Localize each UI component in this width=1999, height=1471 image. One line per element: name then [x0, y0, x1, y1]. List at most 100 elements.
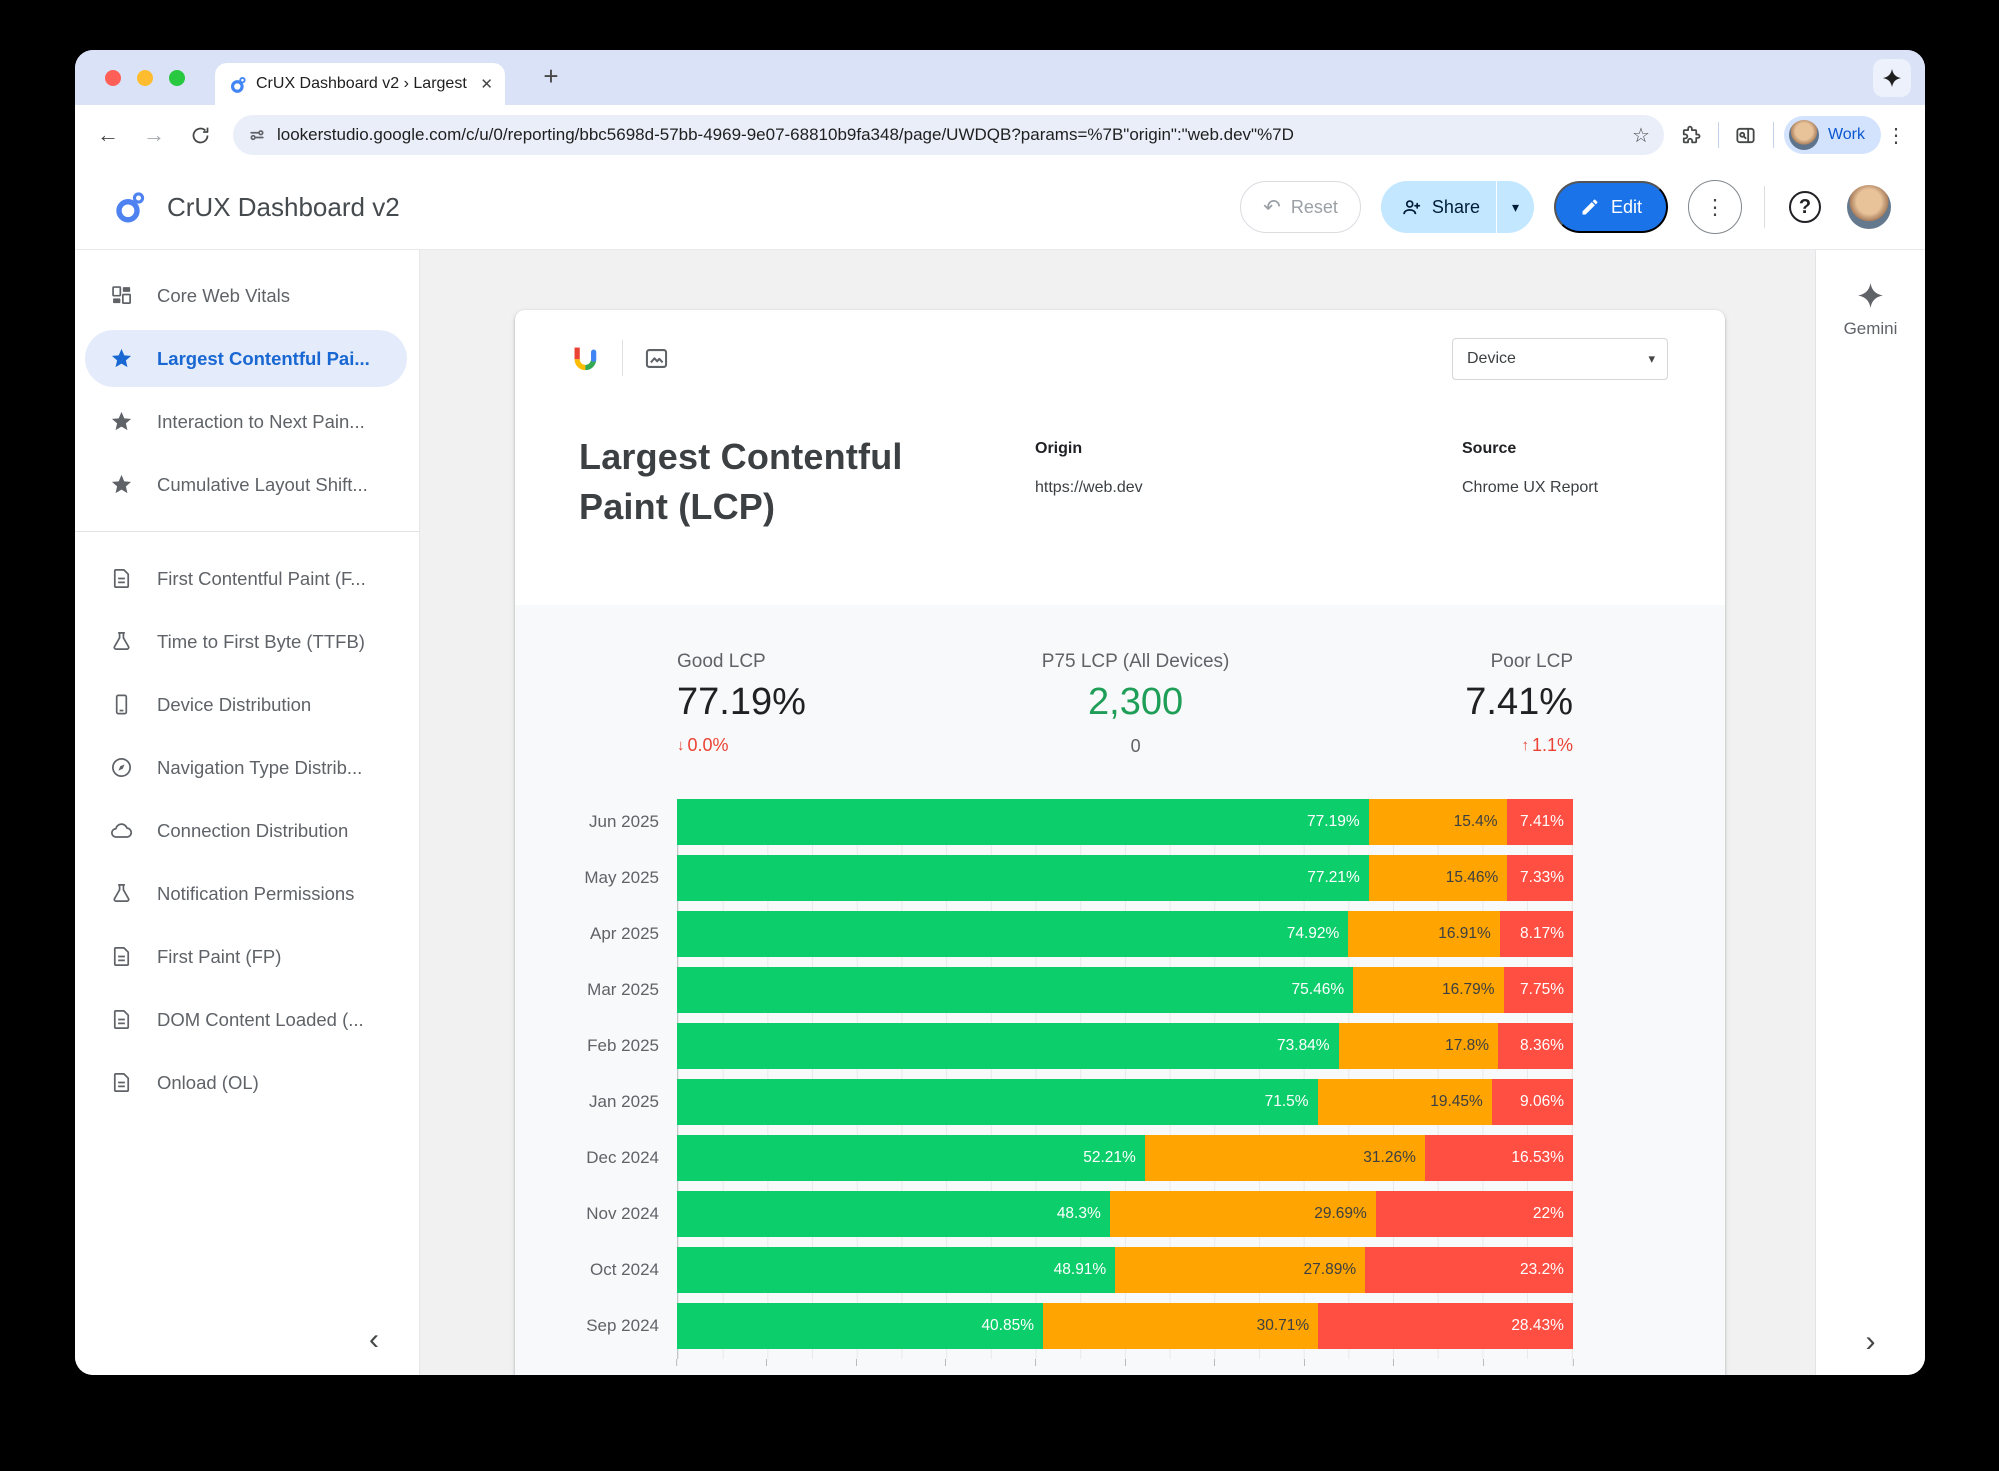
bar-segment-good[interactable]: 77.19%: [677, 799, 1369, 845]
maximize-window-button[interactable]: [169, 70, 185, 86]
bar-segment-needs-improvement[interactable]: 19.45%: [1317, 1079, 1492, 1125]
sidebar-item-label: Interaction to Next Pain...: [157, 410, 365, 432]
bar-segment-value: 77.19%: [1307, 813, 1360, 830]
forward-button[interactable]: →: [143, 122, 165, 147]
browser-menu-icon[interactable]: ⋮: [1886, 124, 1906, 147]
gemini-entry[interactable]: Gemini: [1816, 282, 1925, 339]
site-settings-icon[interactable]: [247, 125, 267, 145]
bar-segment-good[interactable]: 48.3%: [677, 1191, 1110, 1237]
bar-segment-value: 27.89%: [1303, 1261, 1357, 1278]
back-button[interactable]: ←: [97, 122, 119, 147]
sidebar-item-time-to-first-byte-ttfb[interactable]: Time to First Byte (TTFB): [75, 610, 419, 673]
reload-button[interactable]: [183, 118, 217, 152]
bar-segment-good[interactable]: 73.84%: [677, 1023, 1339, 1069]
bar-segment-poor[interactable]: 7.33%: [1507, 855, 1573, 901]
bar-segment-needs-improvement[interactable]: 27.89%: [1115, 1247, 1366, 1293]
bar-segment-poor[interactable]: 7.75%: [1503, 967, 1573, 1013]
stat-label: P75 LCP (All Devices): [1041, 651, 1230, 672]
edit-button[interactable]: Edit: [1553, 181, 1668, 233]
sidebar-item-core-web-vitals[interactable]: Core Web Vitals: [75, 264, 419, 327]
stat-value: 7.41%: [1465, 681, 1573, 723]
sidebar-item-first-paint-fp[interactable]: First Paint (FP): [75, 925, 419, 988]
minimize-window-button[interactable]: [137, 70, 153, 86]
tab-search-sparkle-icon[interactable]: [1873, 59, 1911, 97]
image-icon[interactable]: [643, 345, 670, 372]
bar-segment-needs-improvement[interactable]: 30.71%: [1043, 1303, 1319, 1349]
compass-icon: [112, 758, 131, 777]
bar-segment-value: 30.71%: [1256, 1317, 1310, 1334]
window-controls[interactable]: [105, 70, 185, 86]
side-panel-search-icon[interactable]: [1729, 118, 1763, 152]
bar-segment-good[interactable]: 75.46%: [677, 967, 1354, 1013]
sidebar-item-device-distribution[interactable]: Device Distribution: [75, 673, 419, 736]
bar-segment-good[interactable]: 40.85%: [677, 1303, 1044, 1349]
bar-segment-needs-improvement[interactable]: 29.69%: [1109, 1191, 1376, 1237]
bar-segment-needs-improvement[interactable]: 16.91%: [1348, 911, 1500, 957]
panel-expand-chevron-right-icon[interactable]: ›: [1865, 1325, 1876, 1358]
close-tab-icon[interactable]: ✕: [480, 76, 493, 93]
bar-segment-needs-improvement[interactable]: 31.26%: [1144, 1135, 1425, 1181]
bar-segment-good[interactable]: 74.92%: [677, 911, 1349, 957]
bar-segment-good[interactable]: 52.21%: [677, 1135, 1145, 1181]
bar-segment-poor[interactable]: 8.36%: [1498, 1023, 1573, 1069]
sidebar-item-cumulative-layout-shift[interactable]: Cumulative Layout Shift...: [75, 453, 419, 516]
bar-segment-poor[interactable]: 23.2%: [1365, 1247, 1573, 1293]
chart-category-label: Apr 2025: [590, 924, 659, 943]
sidebar-item-first-contentful-paint-f[interactable]: First Contentful Paint (F...: [75, 547, 419, 610]
share-button[interactable]: Share ▾: [1380, 181, 1534, 233]
bar-segment-value: 8.17%: [1520, 925, 1564, 942]
bar-segment-value: 16.53%: [1511, 1149, 1564, 1166]
sidebar-item-connection-distribution[interactable]: Connection Distribution: [75, 799, 419, 862]
lcp-stacked-bar-chart: Jun 2025 77.19% 15.4% 7.41% May 2025 77.21% 15…: [515, 799, 1725, 1375]
bar-segment-good[interactable]: 77.21%: [677, 855, 1369, 901]
sidebar-collapse-chevron-left-icon[interactable]: ‹: [369, 1323, 379, 1356]
reset-button[interactable]: ↶ Reset: [1240, 181, 1361, 233]
bar-segment-needs-improvement[interactable]: 15.46%: [1368, 855, 1508, 901]
x-axis-tick: 40%: [1020, 1359, 1050, 1375]
flask-icon: [113, 632, 130, 651]
bar-segment-poor[interactable]: 28.43%: [1318, 1303, 1573, 1349]
close-window-button[interactable]: [105, 70, 121, 86]
sidebar-item-navigation-type-distrib[interactable]: Navigation Type Distrib...: [75, 736, 419, 799]
stat-label: Good LCP: [677, 651, 766, 672]
gemini-sparkle-icon: [1858, 283, 1883, 308]
sidebar-item-dom-content-loaded[interactable]: DOM Content Loaded (...: [75, 988, 419, 1051]
bar-segment-poor[interactable]: 7.41%: [1506, 799, 1573, 845]
device-filter-dropdown[interactable]: Device ▾: [1452, 338, 1668, 380]
new-tab-button[interactable]: +: [543, 60, 559, 91]
bar-segment-good[interactable]: 48.91%: [677, 1247, 1116, 1293]
bar-segment-value: 48.3%: [1056, 1205, 1101, 1222]
report-menu-button[interactable]: ⋮: [1688, 180, 1742, 234]
bar-segment-value: 73.84%: [1277, 1037, 1330, 1054]
browser-tab[interactable]: CrUX Dashboard v2 › Largest ✕: [215, 63, 505, 105]
bar-segment-needs-improvement[interactable]: 16.79%: [1353, 967, 1504, 1013]
report-title: Largest Contentful Paint (LCP): [579, 436, 903, 527]
bar-segment-needs-improvement[interactable]: 15.4%: [1368, 799, 1507, 845]
bar-segment-value: 77.21%: [1307, 869, 1360, 886]
share-main[interactable]: Share: [1381, 181, 1496, 233]
bar-segment-poor[interactable]: 22%: [1375, 1191, 1573, 1237]
sidebar-item-largest-contentful-pai[interactable]: Largest Contentful Pai...: [75, 327, 419, 390]
help-icon[interactable]: ?: [1789, 191, 1821, 223]
phone-icon: [115, 694, 128, 715]
good-lcp-scorecard: Good LCP 77.19% ↓ 0.0%: [677, 651, 806, 755]
sidebar-item-interaction-to-next-pain[interactable]: Interaction to Next Pain...: [75, 390, 419, 453]
p75-lcp-scorecard: P75 LCP (All Devices) 2,300 0: [1041, 651, 1230, 756]
extensions-icon[interactable]: [1674, 118, 1708, 152]
sidebar-item-notification-permissions[interactable]: Notification Permissions: [75, 862, 419, 925]
bar-segment-poor[interactable]: 8.17%: [1499, 911, 1573, 957]
bookmark-icon[interactable]: ☆: [1632, 124, 1650, 147]
chart-category-label: Sep 2024: [586, 1316, 659, 1335]
sidebar-item-onload-ol[interactable]: Onload (OL): [75, 1051, 419, 1114]
bar-segment-needs-improvement[interactable]: 17.8%: [1338, 1023, 1499, 1069]
profile-chip[interactable]: Work: [1783, 116, 1881, 154]
bar-segment-poor[interactable]: 16.53%: [1424, 1135, 1573, 1181]
account-avatar[interactable]: [1847, 185, 1891, 229]
share-dropdown-caret[interactable]: ▾: [1495, 181, 1534, 233]
address-bar[interactable]: lookerstudio.google.com/c/u/0/reporting/…: [233, 115, 1664, 155]
stat-value: 77.19%: [677, 681, 806, 723]
bar-segment-value: 48.91%: [1053, 1261, 1107, 1278]
bar-segment-good[interactable]: 71.5%: [677, 1079, 1318, 1125]
x-axis-tick: 20%: [841, 1359, 871, 1375]
bar-segment-poor[interactable]: 9.06%: [1491, 1079, 1573, 1125]
